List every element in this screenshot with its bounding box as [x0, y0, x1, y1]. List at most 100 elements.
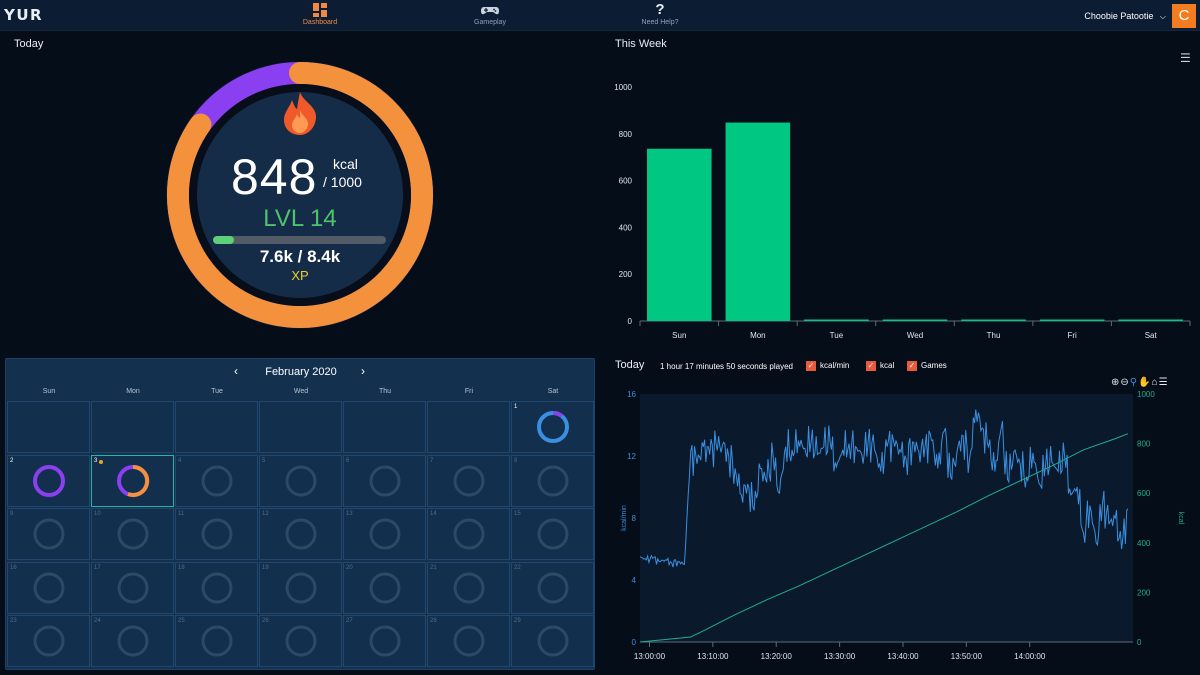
calendar-day-cell[interactable]: 16 — [7, 561, 90, 614]
calendar-day-cell[interactable]: 25 — [175, 615, 258, 667]
session-yleft-tick: 4 — [632, 576, 637, 585]
zoom-in-icon[interactable]: ⊕ — [1111, 377, 1121, 388]
series-kcal-line[interactable] — [639, 433, 1129, 643]
calendar-day-number: 20 — [346, 564, 353, 571]
menu-icon[interactable]: ☰ — [1158, 377, 1169, 388]
pan-hand-icon[interactable]: ✋ — [1138, 377, 1152, 388]
day-ring-icon — [201, 625, 233, 657]
app-logo[interactable]: YUR — [4, 6, 44, 24]
day-ring-icon — [369, 518, 401, 550]
calendar-day-number: 18 — [178, 564, 185, 571]
session-xtick-label: 13:00:00 — [634, 652, 666, 661]
calendar-day-cell[interactable]: 12 — [259, 508, 342, 560]
calendar-day-number: 4 — [178, 457, 182, 464]
calendar-day-cell[interactable]: 9 — [7, 508, 90, 560]
calendar-day-number: 9 — [10, 511, 14, 517]
session-played: 1 hour 17 minutes 50 seconds played — [660, 362, 793, 371]
calendar-day-number: 13 — [346, 511, 353, 517]
calendar-day-cell[interactable]: 5 — [259, 454, 342, 507]
week-bar[interactable] — [882, 319, 948, 322]
avatar[interactable]: C — [1172, 4, 1196, 28]
user-name: Choobie Patootie — [1084, 11, 1154, 21]
session-xtick-label: 13:30:00 — [824, 652, 856, 661]
calendar-day-cell[interactable]: 27 — [343, 615, 426, 667]
calendar-day-cell[interactable]: 23 — [7, 615, 90, 667]
home-icon[interactable]: ⌂ — [1151, 377, 1159, 388]
week-bar[interactable] — [1039, 319, 1105, 322]
kcal-goal: / 1000 — [323, 174, 362, 190]
week-bar[interactable] — [961, 319, 1026, 322]
calendar-day-cell[interactable]: 8 — [511, 454, 594, 507]
calendar-day-cell[interactable]: 26 — [259, 615, 342, 667]
calendar-header: ‹ February 2020 › — [6, 359, 596, 387]
week-xtick-label: Mon — [750, 331, 766, 340]
calendar-day-cell[interactable]: 6 — [343, 454, 426, 507]
day-ring-icon — [33, 518, 65, 550]
day-ring-icon — [117, 625, 149, 657]
session-xtick-label: 13:40:00 — [887, 652, 919, 661]
week-xtick-label: Thu — [987, 331, 1001, 340]
week-bar[interactable] — [647, 148, 712, 321]
calendar-day-number: 1 — [514, 404, 518, 410]
nav-dashboard-label: Dashboard — [302, 19, 338, 26]
session-yleft-tick: 12 — [627, 452, 636, 461]
calendar-day-cell[interactable]: 22 — [511, 561, 594, 614]
calendar-day-cell[interactable]: 17 — [91, 561, 174, 614]
calendar-day-cell[interactable]: 24 — [91, 615, 174, 667]
calendar-day-number: 5 — [262, 457, 266, 464]
search-icon[interactable]: ⚲ — [1129, 377, 1139, 388]
nav-gameplay-label: Gameplay — [474, 19, 506, 26]
calendar-day-cell[interactable]: 28 — [427, 615, 510, 667]
nav-gameplay[interactable]: Gameplay — [450, 2, 530, 26]
session-yleft-tick: 8 — [632, 514, 637, 523]
legend-kcal[interactable]: ✓ kcal — [866, 361, 895, 371]
calendar-day-cell — [7, 401, 90, 453]
day-ring-icon — [453, 465, 485, 496]
week-ytick-label: 400 — [619, 223, 633, 232]
calendar-day-cell[interactable]: 18 — [175, 561, 258, 614]
calendar-day-cell[interactable]: 7 — [427, 454, 510, 507]
day-ring-icon — [285, 518, 317, 550]
zoom-out-icon[interactable]: ⊖ — [1120, 377, 1130, 388]
day-ring-icon — [33, 572, 65, 603]
calendar-day-cell[interactable]: 13 — [343, 508, 426, 560]
calendar-day-cell[interactable]: 10 — [91, 508, 174, 560]
dashboard-icon — [313, 3, 327, 17]
session-yright-tick: 200 — [1137, 588, 1151, 597]
week-title: This Week — [615, 38, 667, 50]
calendar-day-number: 7 — [430, 457, 434, 464]
calendar-day-cell[interactable]: 11 — [175, 508, 258, 560]
calendar-prev-button[interactable]: ‹ — [234, 364, 238, 378]
session-xtick-label: 14:00:00 — [1014, 652, 1046, 661]
chart-menu-icon[interactable]: ☰ — [1180, 51, 1191, 65]
session-plot-area — [640, 394, 1133, 642]
today-title: Today — [14, 38, 44, 50]
calendar-day-cell[interactable]: 21 — [427, 561, 510, 614]
calendar-day-cell — [427, 401, 510, 453]
calendar-day-cell[interactable]: 2 — [7, 454, 90, 507]
user-menu[interactable]: Choobie Patootie ⌵ — [1084, 11, 1166, 22]
week-bar[interactable] — [804, 319, 869, 322]
calendar-day-cell[interactable]: 15 — [511, 508, 594, 560]
day-ring-icon — [33, 464, 65, 497]
week-xtick-label: Tue — [830, 331, 844, 340]
legend-kcal-per-min[interactable]: ✓ kcal/min — [806, 361, 850, 371]
calendar-day-cell[interactable]: 4 — [175, 454, 258, 507]
week-bar[interactable] — [1118, 319, 1183, 322]
calendar-day-cell[interactable]: 14 — [427, 508, 510, 560]
calendar-day-number: 15 — [514, 511, 521, 517]
series-kcal-per-min-line[interactable] — [639, 409, 1129, 568]
session-yleft-tick: 0 — [632, 638, 637, 647]
calendar-next-button[interactable]: › — [361, 364, 365, 378]
nav-dashboard[interactable]: Dashboard — [280, 2, 360, 26]
calendar-day-cell[interactable]: 19 — [259, 561, 342, 614]
calendar-day-cell[interactable]: 1 — [511, 401, 594, 453]
calendar-day-cell[interactable]: 29 — [511, 615, 594, 667]
nav-help[interactable]: ? Need Help? — [620, 1, 700, 27]
legend-games[interactable]: ✓ Games — [907, 361, 947, 371]
question-icon: ? — [655, 1, 665, 18]
calendar-day-number: 26 — [262, 618, 269, 624]
week-bar[interactable] — [725, 122, 791, 322]
calendar-day-cell[interactable]: 20 — [343, 561, 426, 614]
calendar-day-cell[interactable]: 3 — [91, 454, 174, 507]
